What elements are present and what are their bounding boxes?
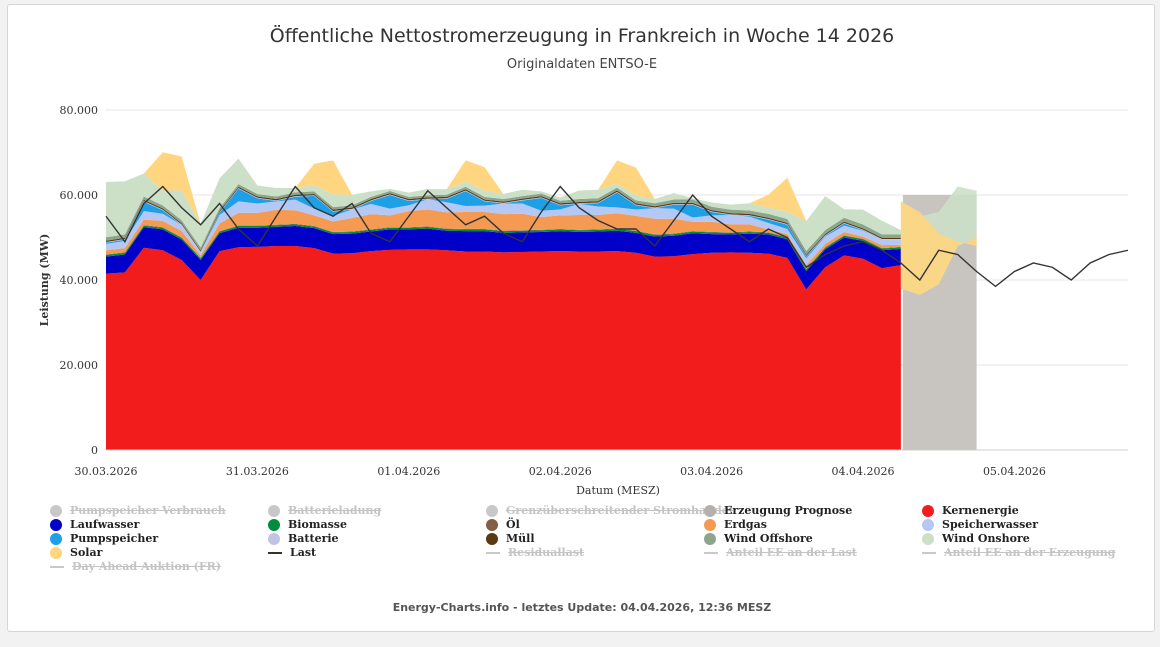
forecast-areas [900,186,977,450]
legend-dot-icon [268,518,280,531]
legend-label: Müll [506,532,535,545]
legend-label: Grenzüberschreitender Stromhandel [506,504,733,517]
legend-item-pumpspeicher-verbrauch[interactable]: Pumpspeicher Verbrauch [50,504,226,517]
legend-label: Solar [70,546,103,559]
legend-dot-icon [486,504,498,517]
area-speicherwasser[interactable] [106,199,901,266]
legend-line-icon [486,551,500,554]
legend-dot-icon [50,532,62,545]
legend-dot-icon [922,518,934,531]
x-tick-label: 02.04.2026 [529,465,592,478]
area-erdgas[interactable] [106,209,901,269]
legend-dot-icon [704,532,716,545]
legend-label: Anteil EE an der Last [726,546,857,559]
legend-label: Wind Offshore [724,532,813,545]
legend-line-icon [704,551,718,554]
legend-item-kernenergie[interactable]: Kernenergie [922,504,1019,517]
x-tick-label: 30.03.2026 [75,465,138,478]
area-wind-onshore[interactable] [106,158,901,251]
y-tick-label: 60.000 [60,189,99,202]
legend-item-batterie[interactable]: Batterie [268,532,339,545]
axes: 0 20.000 40.000 60.000 80.000 30.03.2026 31.03… [60,104,1128,478]
legend-dot-icon [486,532,498,545]
legend-dot-icon [704,504,716,517]
legend-label: Anteil EE an der Erzeugung [944,546,1116,559]
legend-item-grenzueberschreitender-stromhandel[interactable]: Grenzüberschreitender Stromhandel [486,504,733,517]
legend-item-anteil-ee-an-der-erzeugung[interactable]: Anteil EE an der Erzeugung [922,546,1115,559]
legend-label: Kernenergie [942,504,1019,517]
y-axis-label: Leistung (MW) [38,234,51,327]
legend-line-icon [50,565,64,568]
chart-plot[interactable]: 0 20.000 40.000 60.000 80.000 30.03.2026 31.03… [8,5,1156,505]
stacked-areas [106,152,901,450]
legend-item-speicherwasser[interactable]: Speicherwasser [922,518,1038,531]
y-tick-label: 80.000 [60,104,99,117]
x-tick-label: 01.04.2026 [377,465,440,478]
legend-dot-icon [50,504,62,517]
legend-item-erdgas[interactable]: Erdgas [704,518,767,531]
legend-item-last[interactable]: Last [268,546,316,559]
legend-item-anteil-ee-an-der-last[interactable]: Anteil EE an der Last [704,546,857,559]
legend-item-erzeugung-prognose[interactable]: Erzeugung Prognose [704,504,852,517]
legend-label: Residuallast [508,546,585,559]
load-line [105,185,1129,288]
footer-update-note: Energy-Charts.info - letztes Update: 04.… [392,601,772,614]
legend-label: Speicherwasser [942,518,1039,531]
legend-item-day-ahead-auktion-fr[interactable]: Day Ahead Auktion (FR) [50,560,221,573]
legend-label: Laufwasser [70,518,140,531]
forecast-solar [900,201,977,295]
legend-dot-icon [268,532,280,545]
legend-item-wind-onshore[interactable]: Wind Onshore [922,532,1030,545]
legend-label: Day Ahead Auktion (FR) [72,560,222,573]
legend-dot-icon [268,504,280,517]
legend-line-icon [268,551,282,554]
legend-label: Öl [506,518,520,531]
legend-item-batterieladung[interactable]: Batterieladung [268,504,381,517]
legend-label: Erzeugung Prognose [724,504,853,517]
chart-title: Öffentliche Nettostromerzeugung in Frank… [269,25,895,47]
x-tick-label: 31.03.2026 [226,465,289,478]
chart-subtitle: Originaldaten ENTSO-E [506,57,658,72]
area-laufwasser[interactable] [106,226,901,290]
x-tick-label: 03.04.2026 [680,465,743,478]
legend-label: Pumpspeicher Verbrauch [70,504,226,517]
legend-item-muell[interactable]: Müll [486,532,535,545]
legend-label: Wind Onshore [942,532,1030,545]
line-last[interactable] [105,185,1129,288]
legend-dot-icon [922,532,934,545]
legend-label: Pumpspeicher [70,532,159,545]
legend-dot-icon [704,518,716,531]
legend-label: Biomasse [288,518,347,531]
y-tick-label: 40.000 [60,274,99,287]
chart-card: Öffentliche Nettostromerzeugung in Frank… [7,4,1155,632]
x-tick-label: 04.04.2026 [832,465,895,478]
legend-item-wind-offshore[interactable]: Wind Offshore [704,532,813,545]
y-tick-label: 20.000 [60,359,99,372]
legend-item-oel[interactable]: Öl [486,518,520,531]
legend-line-icon [922,551,936,554]
legend-item-residuallast[interactable]: Residuallast [486,546,584,559]
legend-item-pumpspeicher[interactable]: Pumpspeicher [50,532,158,545]
x-tick-label: 05.04.2026 [983,465,1046,478]
legend-label: Batterie [288,532,339,545]
area-kernenergie[interactable] [106,246,901,450]
legend-item-laufwasser[interactable]: Laufwasser [50,518,139,531]
legend-dot-icon [50,518,62,531]
legend-dot-icon [922,504,934,517]
legend-label: Erdgas [724,518,767,531]
y-tick-label: 0 [91,444,98,457]
legend-label: Batterieladung [288,504,382,517]
x-axis-label: Datum (MESZ) [576,484,660,497]
legend-dot-icon [486,518,498,531]
legend-dot-icon [50,546,62,559]
legend-item-solar[interactable]: Solar [50,546,102,559]
legend-label: Last [290,546,317,559]
legend-item-biomasse[interactable]: Biomasse [268,518,347,531]
